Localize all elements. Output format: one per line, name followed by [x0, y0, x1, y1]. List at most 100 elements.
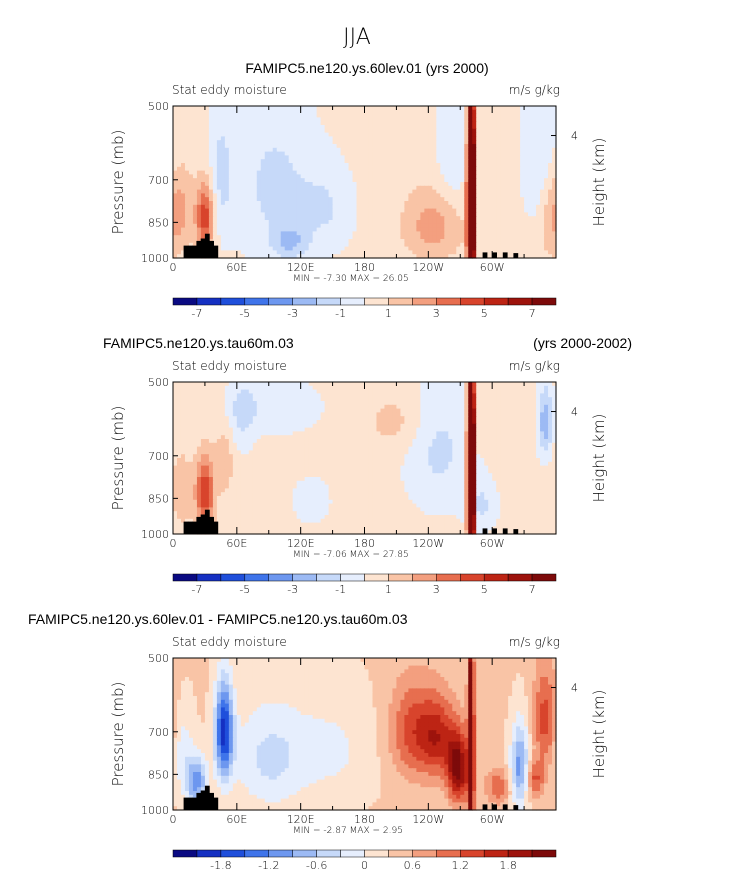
heatmap-cell — [536, 140, 541, 145]
heatmap-cell — [420, 159, 425, 164]
heatmap-cell — [424, 208, 429, 213]
heatmap-cell — [412, 144, 417, 149]
heatmap-cell — [340, 385, 346, 391]
heatmap-cell — [396, 178, 402, 183]
heatmap-cell — [408, 246, 413, 251]
heatmap-cell — [340, 239, 346, 244]
heatmap-cell — [464, 113, 469, 118]
heatmap-cell — [196, 125, 202, 130]
heatmap-cell — [500, 204, 505, 210]
heatmap-cell — [192, 163, 198, 168]
heatmap-cell — [532, 117, 537, 122]
heatmap-cell — [356, 151, 362, 156]
heatmap-cell — [372, 117, 378, 122]
heatmap-cell — [456, 201, 461, 206]
heatmap-cell — [256, 113, 262, 118]
heatmap-cell — [176, 393, 182, 398]
heatmap-cell — [408, 174, 413, 179]
heatmap-cell — [552, 128, 557, 134]
heatmap-cell — [404, 117, 409, 122]
heatmap-cell — [480, 174, 485, 179]
heatmap-cell — [488, 242, 493, 248]
colorbar: -7 -5 -3 -1 1 3 5 7 — [172, 297, 557, 320]
heatmap-cell — [468, 140, 473, 145]
heatmap-cell — [484, 132, 489, 137]
heatmap-cell — [412, 385, 417, 391]
heatmap-cell — [264, 212, 270, 217]
heatmap-cell — [412, 125, 417, 130]
heatmap-cell — [220, 242, 226, 248]
heatmap-cell — [540, 231, 545, 236]
heatmap-cell — [184, 223, 190, 229]
heatmap-cell — [524, 121, 529, 126]
heatmap-cell — [484, 178, 489, 183]
heatmap-cell — [173, 201, 178, 206]
heatmap-cell — [380, 223, 386, 229]
heatmap-cell — [308, 242, 314, 248]
heatmap-cell — [200, 397, 206, 402]
heatmap-cell — [472, 128, 477, 134]
heatmap-cell — [284, 109, 290, 115]
heatmap-cell — [548, 212, 553, 217]
heatmap-cell — [436, 235, 441, 240]
heatmap-cell — [496, 170, 501, 175]
heatmap-cell — [484, 197, 489, 202]
heatmap-cell — [352, 182, 358, 187]
heatmap-cell — [428, 163, 433, 168]
heatmap-cell — [456, 189, 461, 194]
heatmap-cell — [484, 239, 489, 244]
heatmap-cell — [368, 223, 374, 229]
heatmap-cell — [220, 113, 226, 118]
heatmap-cell — [260, 185, 266, 191]
heatmap-cell — [500, 235, 505, 240]
heatmap-cell — [188, 166, 194, 172]
heatmap-cell — [436, 166, 441, 172]
heatmap-cell — [212, 170, 218, 175]
heatmap-cell — [336, 185, 342, 191]
heatmap-cell — [380, 220, 386, 225]
heatmap-cell — [192, 423, 198, 429]
heatmap-cell — [352, 197, 358, 202]
heatmap-cell — [480, 178, 485, 183]
heatmap-cell — [200, 144, 206, 149]
heatmap-cell — [432, 420, 437, 425]
heatmap-cell — [236, 212, 242, 217]
heatmap-cell — [392, 408, 398, 413]
heatmap-cell — [516, 212, 521, 217]
heatmap-cell — [244, 159, 250, 164]
heatmap-cell — [188, 178, 194, 183]
heatmap-cell — [456, 117, 461, 122]
heatmap-cell — [464, 185, 469, 191]
heatmap-cell — [496, 389, 501, 394]
heatmap-cell — [392, 159, 398, 164]
heatmap-cell — [432, 140, 437, 145]
heatmap-cell — [376, 140, 382, 145]
heatmap-cell — [308, 147, 314, 153]
heatmap-cell — [252, 128, 258, 134]
colorbar-label: 7 — [529, 307, 536, 320]
heatmap-cell — [320, 147, 326, 153]
heatmap-cell — [440, 144, 445, 149]
heatmap-cell — [252, 220, 258, 225]
heatmap-cell — [444, 401, 449, 406]
heatmap-cell — [388, 125, 394, 130]
heatmap-cell — [416, 136, 421, 141]
heatmap-cell — [456, 239, 461, 244]
heatmap-cell — [484, 147, 489, 153]
heatmap-cell — [216, 204, 222, 210]
heatmap-cell — [544, 140, 549, 145]
heatmap-cell — [404, 389, 409, 394]
heatmap-cell — [428, 242, 433, 248]
heatmap-cell — [224, 208, 230, 213]
heatmap-cell — [212, 416, 218, 421]
heatmap-cell — [456, 155, 461, 160]
heatmap-cell — [268, 163, 274, 168]
heatmap-cell — [392, 147, 398, 153]
heatmap-cell — [548, 231, 553, 236]
heatmap-cell — [236, 246, 242, 251]
heatmap-cell — [388, 397, 394, 402]
heatmap-cell — [328, 389, 334, 394]
heatmap-cell — [496, 420, 501, 425]
heatmap-cell — [528, 404, 533, 410]
heatmap-cell — [232, 223, 238, 229]
